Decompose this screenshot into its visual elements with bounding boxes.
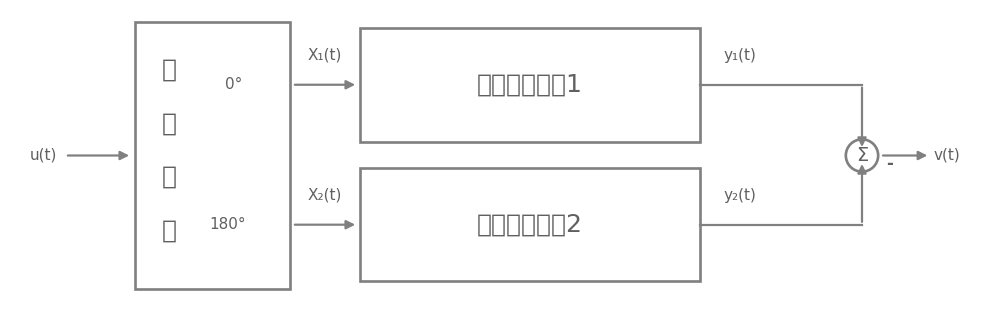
Text: Σ: Σ [856, 146, 868, 165]
Text: 射频处理链路2: 射频处理链路2 [477, 213, 583, 237]
Text: 分: 分 [162, 165, 177, 189]
Text: X₂(t): X₂(t) [308, 188, 342, 203]
Bar [360, 168, 700, 281]
Text: 180°: 180° [209, 217, 246, 232]
Text: 0°: 0° [225, 77, 242, 92]
Text: 二: 二 [162, 58, 177, 82]
Text: y₂(t): y₂(t) [724, 188, 756, 203]
Text: 器: 器 [162, 218, 177, 242]
Text: 功: 功 [162, 111, 177, 135]
Text: -: - [886, 156, 893, 174]
Ellipse shape [846, 139, 878, 172]
Text: y₁(t): y₁(t) [724, 48, 756, 63]
Text: X₁(t): X₁(t) [308, 48, 342, 63]
Bar [135, 22, 290, 289]
Text: u(t): u(t) [30, 147, 57, 162]
Text: 射频处理链路1: 射频处理链路1 [477, 73, 583, 97]
Bar [360, 28, 700, 142]
Text: v(t): v(t) [933, 148, 960, 163]
